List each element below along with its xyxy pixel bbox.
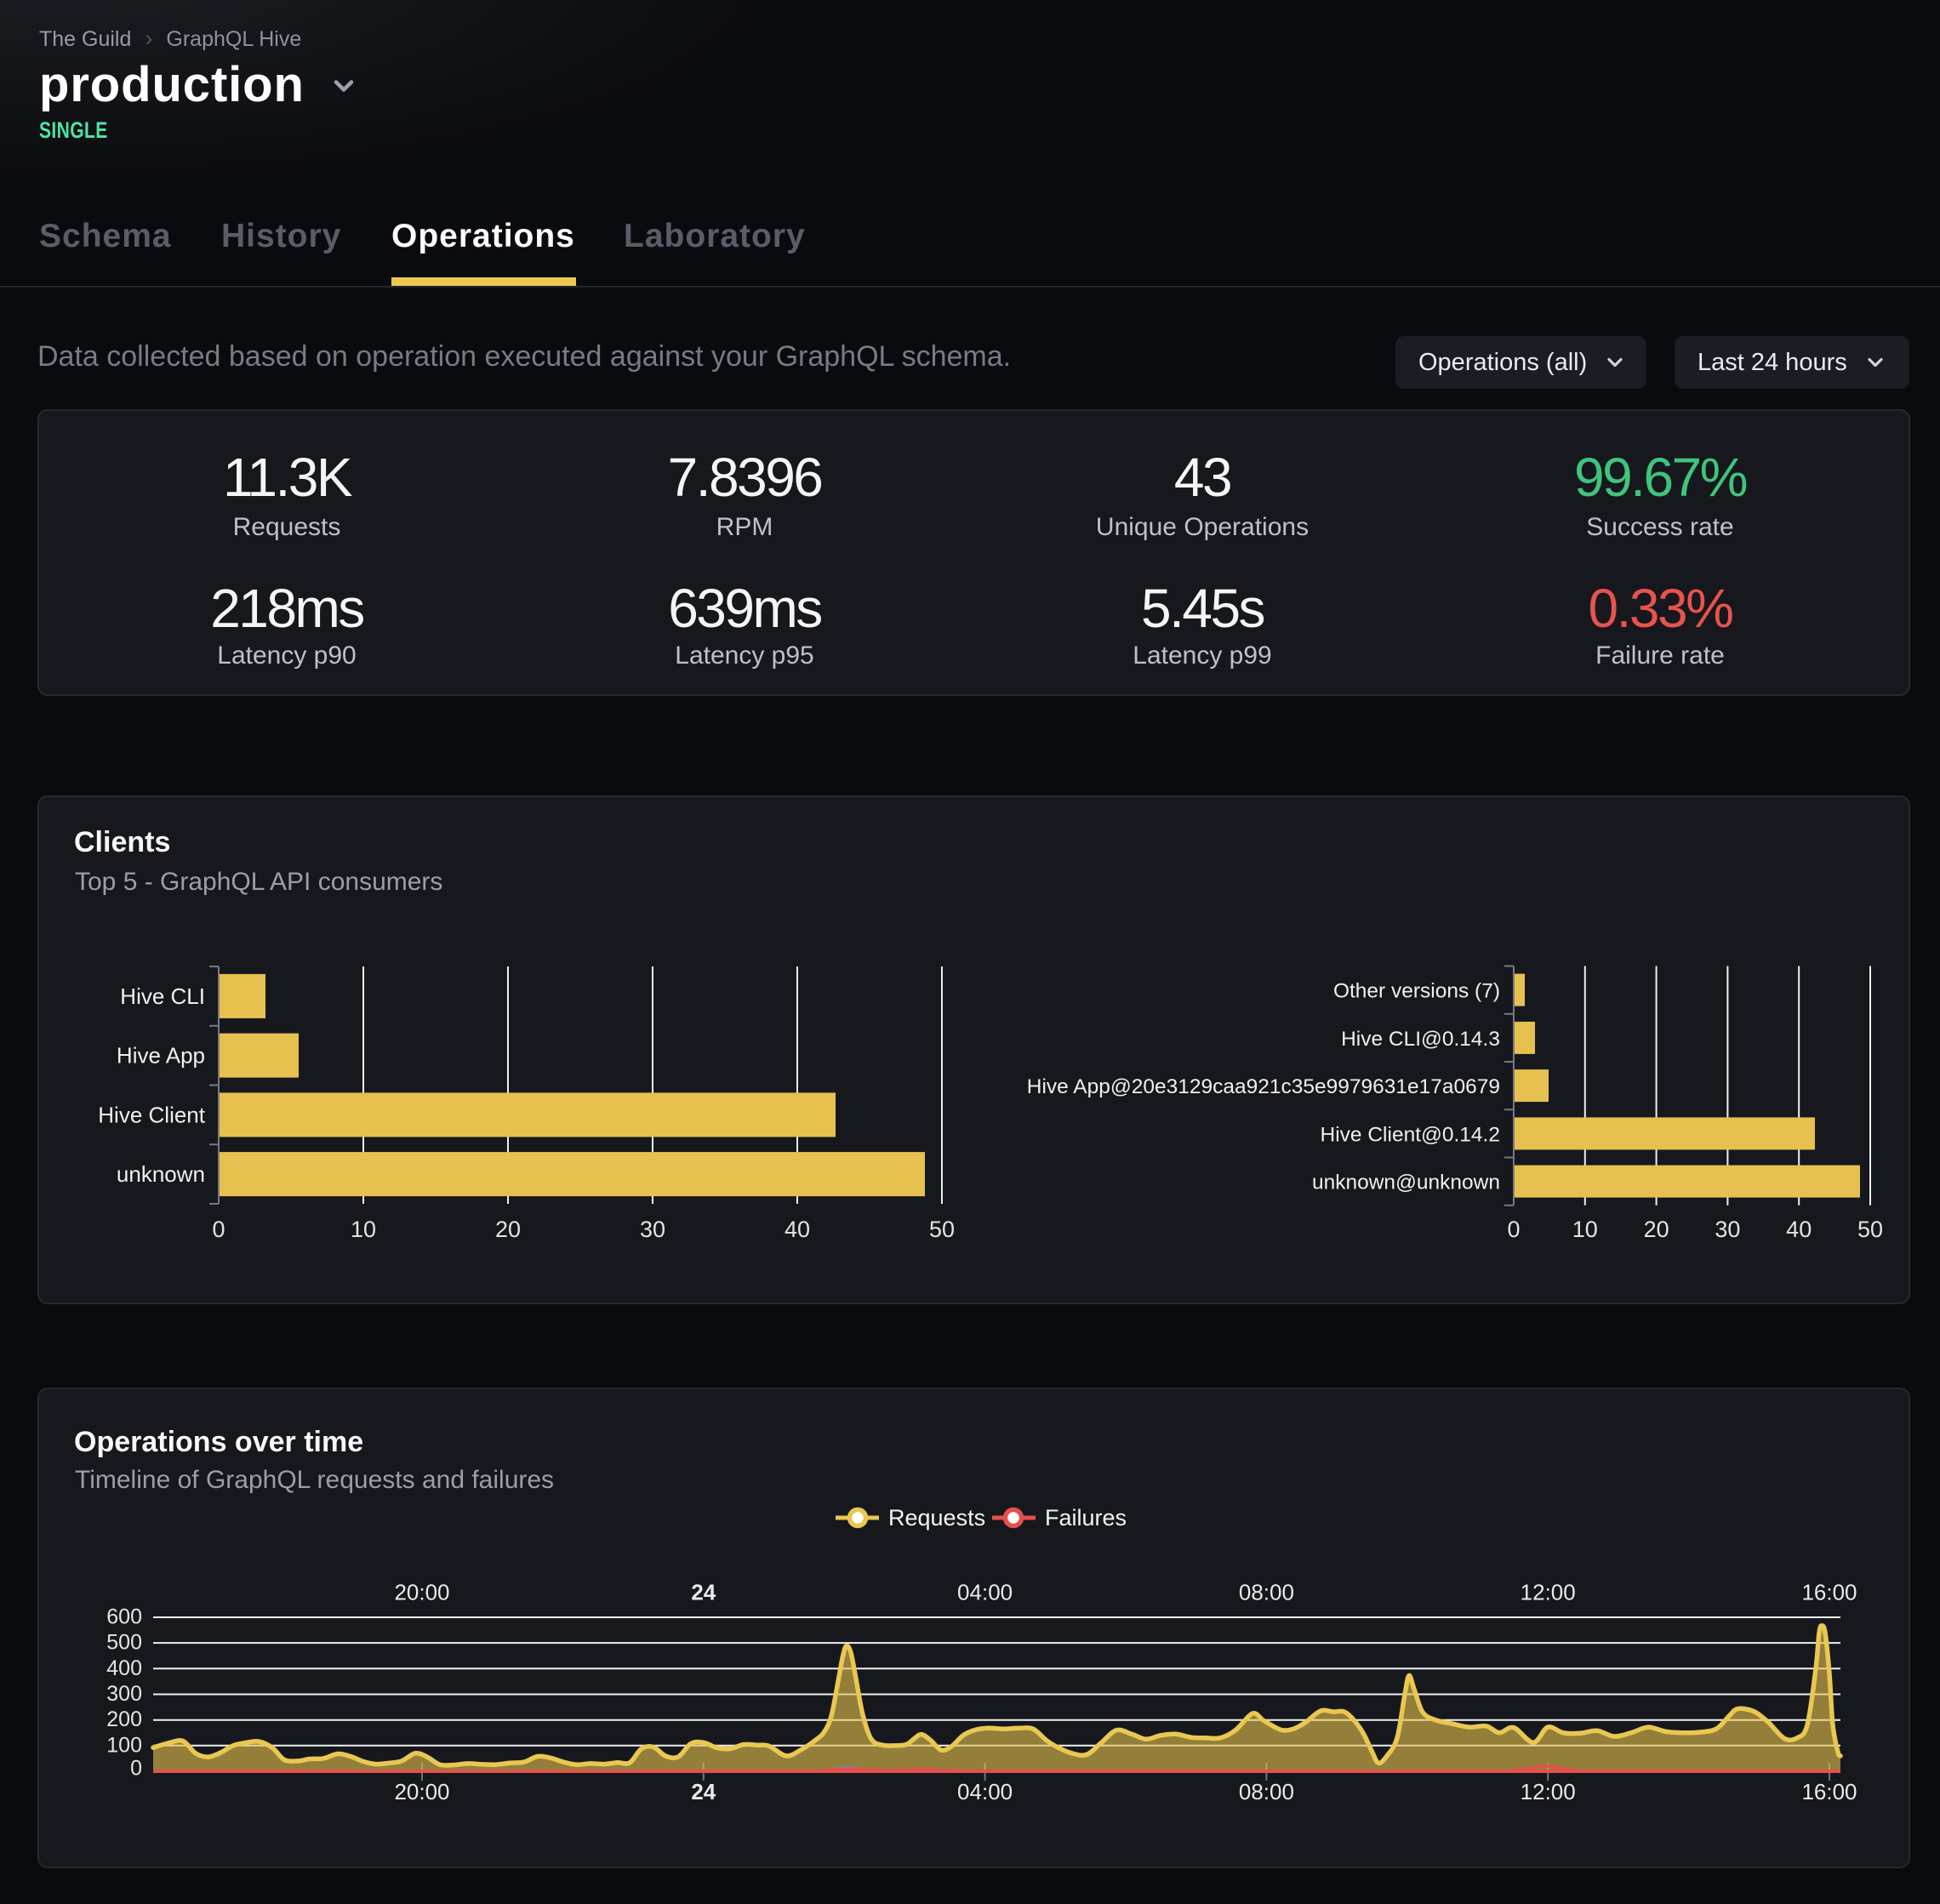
svg-text:unknown@unknown: unknown@unknown: [1312, 1171, 1500, 1194]
svg-text:Hive App: Hive App: [117, 1043, 205, 1069]
svg-text:20:00: 20:00: [394, 1779, 449, 1804]
svg-text:unknown: unknown: [117, 1161, 205, 1187]
svg-text:10: 10: [1572, 1217, 1598, 1242]
svg-text:0: 0: [1507, 1217, 1520, 1242]
svg-text:50: 50: [929, 1217, 955, 1242]
svg-text:100: 100: [106, 1733, 142, 1757]
svg-text:Hive App@20e3129caa921c35e9979: Hive App@20e3129caa921c35e9979631e17a067…: [1027, 1075, 1500, 1098]
svg-text:20: 20: [1644, 1217, 1669, 1242]
svg-text:20: 20: [495, 1217, 521, 1242]
svg-text:50: 50: [1857, 1217, 1883, 1242]
svg-text:08:00: 08:00: [1239, 1580, 1294, 1605]
svg-text:04:00: 04:00: [957, 1779, 1013, 1804]
svg-text:40: 40: [785, 1217, 810, 1242]
svg-text:Other versions (7): Other versions (7): [1333, 980, 1500, 1003]
svg-text:30: 30: [1715, 1217, 1740, 1242]
svg-text:24: 24: [691, 1779, 716, 1804]
svg-text:Failures: Failures: [1045, 1505, 1127, 1531]
svg-text:40: 40: [1786, 1217, 1812, 1242]
svg-text:24: 24: [691, 1580, 716, 1605]
svg-text:0: 0: [212, 1217, 225, 1242]
svg-text:Hive Client@0.14.2: Hive Client@0.14.2: [1321, 1123, 1500, 1146]
svg-text:500: 500: [106, 1631, 142, 1655]
svg-text:400: 400: [106, 1656, 142, 1680]
svg-text:16:00: 16:00: [1801, 1580, 1857, 1605]
svg-text:300: 300: [106, 1682, 142, 1706]
svg-text:30: 30: [640, 1217, 665, 1242]
svg-text:12:00: 12:00: [1521, 1580, 1576, 1605]
svg-text:600: 600: [106, 1605, 142, 1629]
svg-text:08:00: 08:00: [1239, 1779, 1294, 1804]
svg-text:12:00: 12:00: [1521, 1779, 1576, 1804]
svg-text:Hive CLI: Hive CLI: [120, 983, 205, 1009]
svg-text:10: 10: [351, 1217, 376, 1242]
svg-text:200: 200: [106, 1707, 142, 1731]
svg-text:20:00: 20:00: [394, 1580, 449, 1605]
svg-text:Hive Client: Hive Client: [98, 1102, 205, 1127]
svg-text:04:00: 04:00: [957, 1580, 1013, 1605]
svg-text:0: 0: [130, 1757, 142, 1781]
svg-text:16:00: 16:00: [1801, 1779, 1857, 1804]
svg-text:Hive CLI@0.14.3: Hive CLI@0.14.3: [1341, 1028, 1500, 1051]
svg-text:Requests: Requests: [888, 1505, 985, 1531]
